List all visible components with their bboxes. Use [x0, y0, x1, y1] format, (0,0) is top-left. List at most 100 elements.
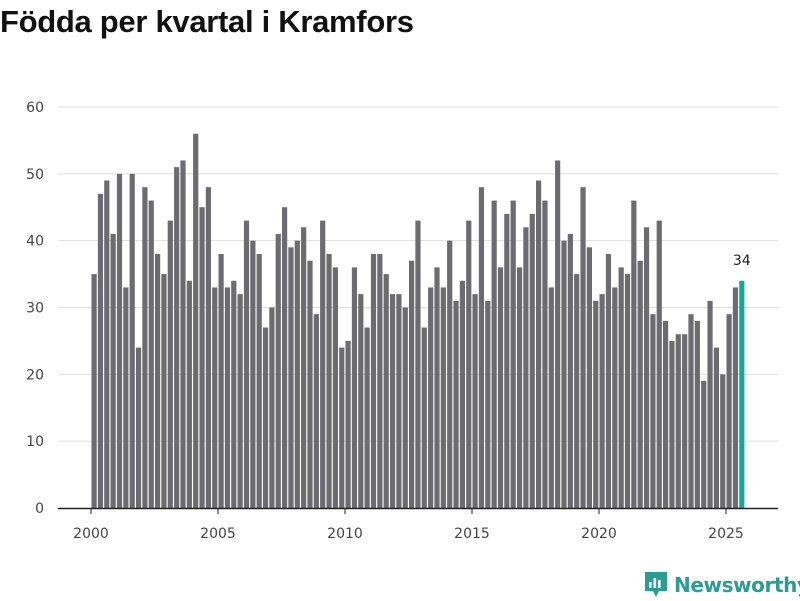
bar [275, 233, 281, 509]
bar [536, 180, 542, 508]
bar [510, 200, 516, 508]
bar [434, 267, 440, 508]
annotations: 34 [733, 253, 751, 269]
bar [288, 247, 294, 508]
bar [256, 254, 262, 508]
y-tick-label: 30 [26, 301, 44, 317]
x-tick-label: 2020 [581, 526, 617, 542]
bar [389, 294, 396, 508]
bar [193, 133, 199, 509]
bar [593, 300, 599, 508]
bar [523, 227, 529, 509]
bar [688, 314, 694, 508]
bar [447, 240, 453, 509]
bar [104, 180, 110, 508]
bar [497, 267, 504, 508]
chart-title: Födda per kvartal i Kramfors [0, 4, 414, 39]
bar [631, 200, 637, 508]
bar [548, 287, 554, 508]
bar [428, 287, 434, 508]
x-tick-label: 2025 [708, 526, 744, 542]
brand-name: Newsworthy [674, 573, 800, 597]
bar [669, 340, 675, 508]
bar [485, 300, 491, 508]
bar [504, 213, 510, 508]
bar [250, 240, 256, 509]
bar [409, 260, 415, 508]
bar [224, 287, 231, 508]
bar [294, 240, 300, 509]
bar [231, 280, 237, 508]
bar [637, 260, 643, 508]
bar [459, 280, 465, 508]
y-tick-label: 0 [35, 501, 44, 517]
bar [516, 267, 523, 508]
bar [732, 287, 739, 508]
bar [466, 220, 472, 508]
bar [440, 287, 446, 508]
bar [529, 213, 535, 508]
bar [707, 300, 713, 508]
bar [701, 381, 707, 508]
bar [599, 294, 605, 508]
bar [142, 187, 148, 508]
x-tick-label: 2005 [200, 526, 236, 542]
bar [167, 220, 173, 508]
bar [396, 294, 402, 508]
bar [383, 274, 389, 508]
bar [561, 240, 567, 509]
bar [174, 167, 180, 508]
bar [237, 294, 243, 508]
bar [472, 294, 478, 508]
x-tick-label: 2015 [454, 526, 490, 542]
bar [135, 347, 142, 508]
bar [345, 340, 351, 508]
bar [358, 294, 364, 508]
bar [720, 374, 726, 508]
bar [726, 314, 732, 508]
bar [491, 200, 497, 508]
bar [370, 254, 377, 508]
y-tick-label: 10 [26, 434, 44, 450]
highlight-value-label: 34 [733, 253, 751, 269]
bar [110, 233, 116, 509]
bar [269, 307, 275, 508]
bar [542, 200, 548, 508]
x-axis [58, 507, 778, 514]
bar [320, 220, 326, 508]
bar [663, 320, 669, 508]
bar [618, 267, 624, 508]
bar [326, 254, 332, 508]
bar [643, 227, 650, 509]
bar [307, 260, 313, 508]
y-axis-labels: 0 10 20 30 40 50 60 [26, 100, 44, 517]
bar [262, 327, 269, 508]
bar [129, 173, 135, 508]
bar [199, 207, 205, 508]
bar [161, 274, 167, 508]
bars [91, 133, 745, 509]
bar [586, 247, 592, 508]
bar [415, 220, 421, 508]
bar [402, 307, 408, 508]
bar [180, 160, 186, 508]
bar-highlighted [739, 280, 745, 508]
x-tick-label: 2010 [327, 526, 363, 542]
bar [624, 274, 631, 508]
x-axis-labels: 2000 2005 2010 2015 2020 2025 [73, 526, 744, 542]
y-tick-label: 60 [26, 100, 44, 116]
bar [301, 227, 307, 509]
newsworthy-brand[interactable]: Newsworthy [644, 569, 800, 601]
bar [605, 254, 612, 508]
bar [580, 187, 586, 508]
bar [421, 327, 427, 508]
bar [332, 267, 338, 508]
bar [694, 320, 700, 508]
bar [212, 287, 218, 508]
bar [682, 334, 688, 508]
bar [612, 287, 618, 508]
bar [650, 314, 656, 508]
bar [282, 207, 288, 508]
bar [123, 287, 129, 508]
y-tick-label: 20 [26, 367, 44, 383]
